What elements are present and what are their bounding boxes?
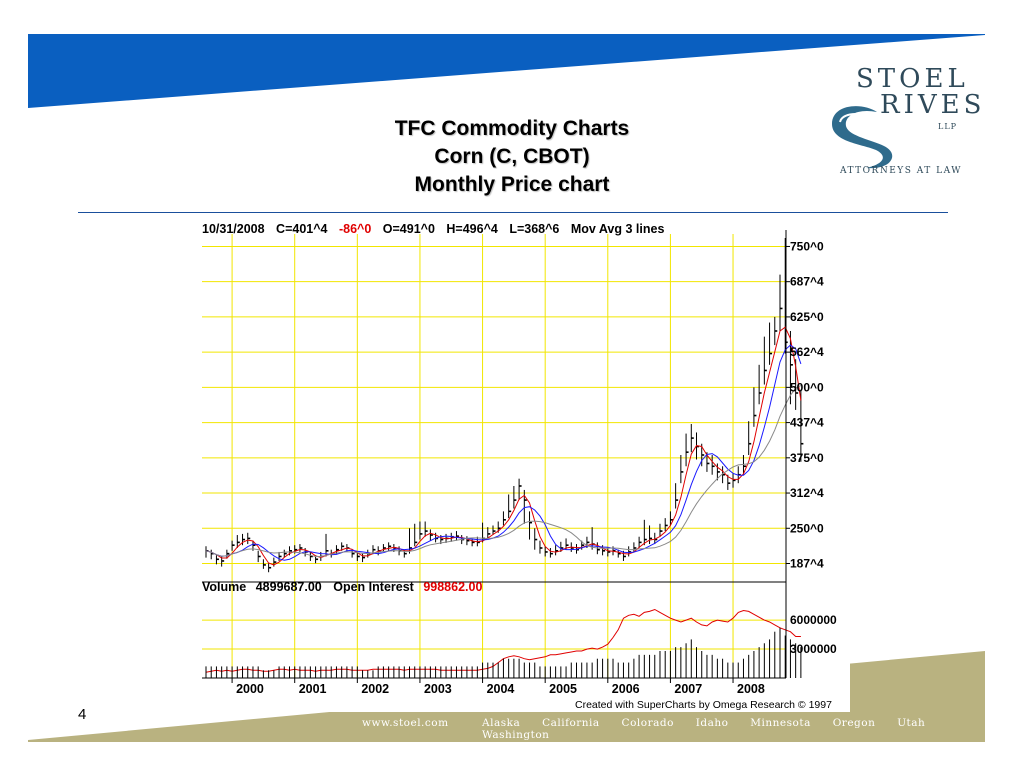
price-tick-label: 437^4 bbox=[790, 416, 824, 430]
x-tick-label: 2004 bbox=[487, 682, 515, 696]
axis-layer: 750^0 687^4 625^0 562^4 500^0 437^4 375^0 312^4… bbox=[202, 230, 837, 696]
chart-header: 10/31/2008 C=401^4 -86^0 O=491^0 H=496^4… bbox=[202, 222, 664, 236]
header-close: C=401^4 bbox=[276, 222, 327, 236]
price-tick-label: 687^4 bbox=[790, 275, 824, 289]
header-open: O=491^0 bbox=[383, 222, 435, 236]
volume-layer bbox=[205, 627, 802, 678]
moving-average-mid bbox=[205, 344, 802, 561]
header-low: L=368^6 bbox=[509, 222, 559, 236]
volume-value: 4899687.00 bbox=[256, 580, 322, 594]
x-tick-label: 2007 bbox=[674, 682, 702, 696]
x-tick-label: 2000 bbox=[236, 682, 264, 696]
logo-tagline: ATTORNEYS AT LAW bbox=[840, 166, 962, 176]
x-tick-label: 2003 bbox=[424, 682, 452, 696]
slide-title: TFC Commodity Charts Corn (C, CBOT) Mont… bbox=[262, 115, 762, 199]
logo-suffix-llp: LLP bbox=[938, 122, 958, 131]
x-tick-label: 2005 bbox=[549, 682, 577, 696]
volume-tick-label: 6000000 bbox=[790, 613, 837, 627]
price-tick-label: 250^0 bbox=[790, 521, 824, 535]
footer-state: Idaho bbox=[695, 717, 729, 729]
price-tick-label: 750^0 bbox=[790, 239, 824, 253]
header-study: Mov Avg 3 lines bbox=[571, 222, 665, 236]
header-date: 10/31/2008 bbox=[202, 222, 265, 236]
grid-layer bbox=[202, 234, 786, 678]
footer-state: Utah bbox=[897, 717, 926, 729]
price-tick-label: 187^4 bbox=[790, 557, 824, 571]
logo-word-stoel: STOEL bbox=[856, 64, 969, 94]
title-line-3: Monthly Price chart bbox=[414, 173, 610, 196]
x-tick-label: 2006 bbox=[612, 682, 640, 696]
stoel-rives-logo: STOEL RIVES LLP ATTORNEYS AT LAW bbox=[822, 64, 981, 184]
volume-label: Volume bbox=[202, 580, 246, 594]
title-divider bbox=[78, 212, 948, 213]
corn-price-chart: 750^0 687^4 625^0 562^4 500^0 437^4 375^0 312^4… bbox=[200, 216, 850, 712]
moving-average-fast bbox=[205, 326, 802, 566]
footer-url: www.stoel.com bbox=[362, 717, 449, 729]
x-tick-label: 2002 bbox=[361, 682, 389, 696]
oi-label: Open Interest bbox=[333, 580, 414, 594]
logo-swoosh-icon bbox=[832, 106, 893, 169]
title-line-1: TFC Commodity Charts bbox=[394, 117, 630, 140]
chart-canvas: 750^0 687^4 625^0 562^4 500^0 437^4 375^0 312^4… bbox=[200, 216, 850, 712]
title-line-2: Corn (C, CBOT) bbox=[434, 145, 590, 168]
moving-average-slow bbox=[205, 385, 802, 557]
footer-state: Colorado bbox=[621, 717, 674, 729]
volume-tick-label: 3000000 bbox=[790, 642, 837, 656]
x-tick-label: 2008 bbox=[737, 682, 765, 696]
footer-state: California bbox=[542, 717, 600, 729]
volume-header: Volume 4899687.00 Open Interest 998862.0… bbox=[202, 580, 482, 594]
price-tick-label: 562^4 bbox=[790, 345, 824, 359]
price-tick-label: 312^4 bbox=[790, 486, 824, 500]
x-tick-label: 2001 bbox=[299, 682, 327, 696]
price-tick-label: 625^0 bbox=[790, 310, 824, 324]
footer-state: Minnesota bbox=[750, 717, 811, 729]
footer-state-list: Alaska California Colorado Idaho Minneso… bbox=[482, 717, 1024, 741]
price-tick-label: 375^0 bbox=[790, 451, 824, 465]
footer-state: Alaska bbox=[482, 717, 521, 729]
oi-value: 998862.00 bbox=[423, 580, 482, 594]
price-tick-label: 500^0 bbox=[790, 380, 824, 394]
moving-average-layer bbox=[205, 326, 802, 566]
chart-background bbox=[200, 216, 850, 712]
page-number: 4 bbox=[78, 706, 87, 723]
header-change: -86^0 bbox=[339, 222, 371, 236]
top-blue-band bbox=[28, 34, 985, 108]
footer-state: Oregon bbox=[832, 717, 876, 729]
chart-credit: Created with SuperCharts by Omega Resear… bbox=[575, 699, 832, 711]
header-high: H=496^4 bbox=[446, 222, 497, 236]
logo-word-rives: RIVES bbox=[880, 90, 986, 120]
footer-state: Washington bbox=[482, 729, 550, 741]
